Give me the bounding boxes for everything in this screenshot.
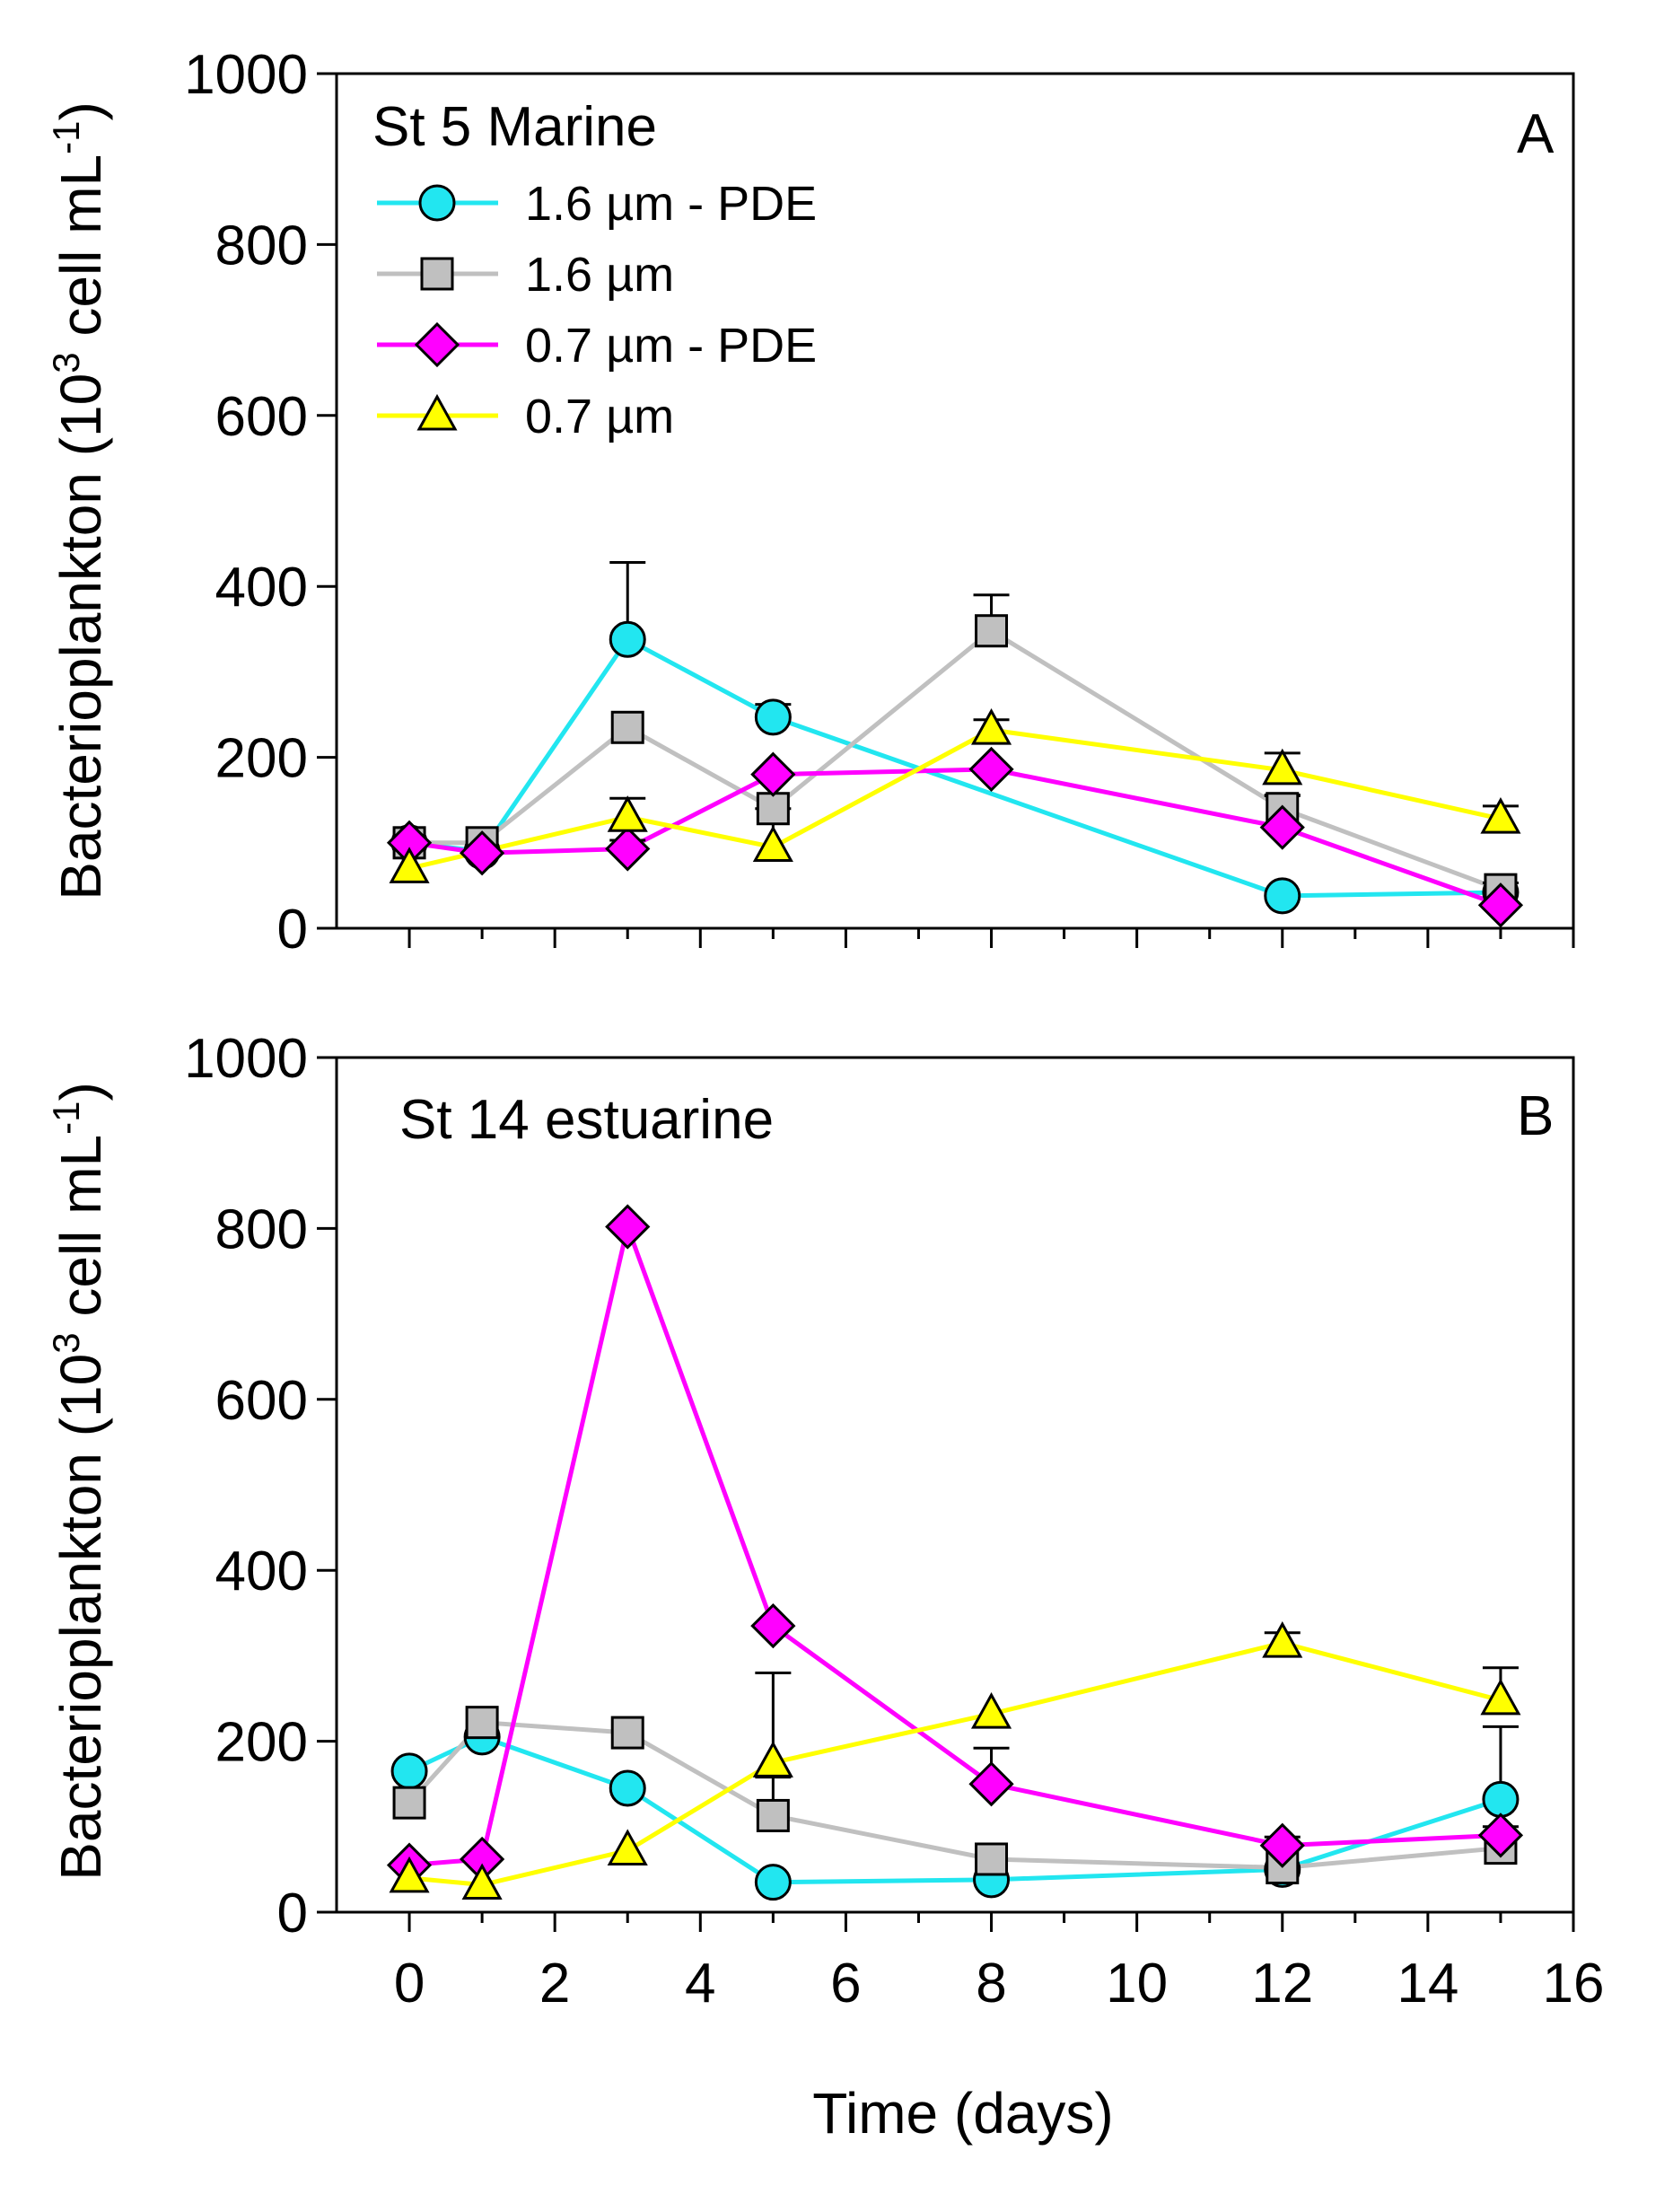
series-b-0-7-um-pde-point-5	[1259, 1822, 1305, 1868]
series-b-0-7-um-point-5	[1262, 1621, 1303, 1658]
x-ticks-b	[407, 1912, 1575, 1932]
y-tick-labels-b: 0 200 400 600 800 1000	[184, 1028, 308, 1944]
series-a-0-7-um-pde-point-2	[605, 826, 651, 872]
legend-marker-1-6-um-point-0	[420, 257, 454, 291]
x-tick-label-0: 0	[394, 1953, 425, 2014]
x-tick-label-8: 8	[976, 1953, 1006, 2014]
series-a-1-6-um-pde-point-2	[609, 620, 646, 658]
y-tick-label-a-1000: 1000	[184, 44, 308, 106]
x-tick-label-12: 12	[1251, 1953, 1313, 2014]
series-a-1-6-um-point-2	[610, 710, 644, 744]
series-a-1-6-um-pde-point-3	[754, 698, 792, 736]
x-ticks-a	[407, 928, 1575, 948]
series-b-0-7-um-pde-point-2	[605, 1204, 651, 1250]
x-axis-title: Time (days)	[812, 2081, 1113, 2146]
y-tick-label-b-600: 600	[215, 1370, 308, 1432]
series-a-0-7-um-pde-point-1	[459, 830, 505, 876]
x-tick-labels-b: 0 2 4 6 8 10 12 14 16	[394, 1953, 1605, 2014]
series-b-1-6-um-point-0	[392, 1786, 426, 1820]
series-b-0-7-um-point-3	[752, 1741, 793, 1778]
x-tick-label-10: 10	[1106, 1953, 1168, 2014]
legend-item-1-6-um-pde: 1.6 µm - PDE	[377, 177, 817, 231]
series-a-1-6-um-pde-line	[408, 636, 1501, 899]
series-b-0-7-um-point-0	[389, 1856, 430, 1893]
legend-marker-0-7-um-pde-point-0	[414, 321, 460, 368]
y-ticks-a	[317, 72, 337, 930]
legend: 1.6 µm - PDE 1.6 µm 0.7 µm - PDE 0.7 µm	[377, 177, 817, 443]
panel-letter-b: B	[1517, 1085, 1554, 1147]
x-tick-label-16: 16	[1543, 1953, 1605, 2014]
panel-a: 0 200 400 600 800 1000 St 5 Marine A 1.6 µm -…	[45, 44, 1575, 961]
legend-marker-0-7-um-point-0	[416, 393, 458, 431]
series-a-1-6-um-point-4	[975, 614, 1009, 648]
series-a-0-7-um-pde-point-3	[750, 751, 796, 797]
series-b-0-7-um-point-6	[1480, 1678, 1521, 1716]
y-tick-label-a-0: 0	[277, 899, 308, 961]
series-b-1-6-um-point-2	[610, 1716, 644, 1750]
series-b-1-6-um-pde-point-2	[609, 1769, 646, 1807]
legend-label-1-6-um: 1.6 µm	[525, 248, 674, 302]
y-tick-label-b-400: 400	[215, 1540, 308, 1602]
legend-marker-1-6-um-pde-point-0	[418, 184, 456, 222]
series-b-1-6-um-pde-point-3	[754, 1864, 792, 1901]
x-tick-label-2: 2	[539, 1953, 570, 2014]
y-tick-label-a-400: 400	[215, 557, 308, 619]
series-group-a	[386, 561, 1524, 928]
y-tick-label-a-800: 800	[215, 215, 308, 276]
x-tick-label-6: 6	[830, 1953, 861, 2014]
series-b-0-7-um-point-4	[970, 1692, 1012, 1729]
plot-frame-b	[335, 1056, 1575, 1914]
series-b-1-6-um-point-4	[975, 1842, 1009, 1876]
panel-title-b: St 14 estuarine	[399, 1089, 774, 1151]
series-a-1-6-um-point-3	[756, 792, 790, 826]
series-b-1-6-um-line	[407, 1720, 1502, 1870]
legend-item-1-6-um: 1.6 µm	[377, 248, 674, 302]
legend-label-1-6-um-pde: 1.6 µm - PDE	[525, 177, 817, 231]
y-ticks-b	[317, 1056, 337, 1914]
series-a-0-7-um-point-0	[389, 847, 430, 883]
series-b-1-6-um-pde-point-6	[1482, 1780, 1520, 1818]
x-tick-label-14: 14	[1397, 1953, 1458, 2014]
series-b-0-7-um-pde-point-6	[1477, 1813, 1524, 1858]
series-b-1-6-um-point-1	[465, 1706, 499, 1740]
legend-item-0-7-um-pde: 0.7 µm - PDE	[377, 319, 817, 373]
panel-title-a: St 5 Marine	[372, 96, 657, 158]
series-b-0-7-um-line	[408, 1640, 1502, 1888]
legend-item-0-7-um: 0.7 µm	[377, 390, 674, 443]
series-b-0-7-um-point-2	[607, 1829, 648, 1865]
legend-label-0-7-um-pde: 0.7 µm - PDE	[525, 319, 817, 373]
series-a-0-7-um-line	[408, 727, 1502, 871]
y-tick-labels-a: 0 200 400 600 800 1000	[184, 44, 308, 961]
series-a-0-7-um-pde-point-4	[968, 746, 1014, 793]
plot-frame-a	[335, 72, 1575, 930]
panel-b: 0 200 400 600 800 1000 0 2 4 6 8 10 12 14 16 St 14 es…	[45, 1028, 1604, 2146]
legend-label-0-7-um: 0.7 µm	[525, 390, 674, 443]
series-a-0-7-um-pde-point-6	[1477, 882, 1524, 928]
series-b-1-6-um-pde-point-0	[390, 1752, 428, 1790]
y-tick-label-b-0: 0	[277, 1883, 308, 1944]
series-b-1-6-um-point-3	[756, 1798, 790, 1832]
panel-letter-a: A	[1517, 103, 1555, 165]
series-a-0-7-um-pde-line	[408, 767, 1502, 908]
series-b-0-7-um-pde-point-3	[750, 1602, 796, 1649]
series-b-0-7-um-pde-point-4	[968, 1761, 1014, 1807]
series-a-0-7-um-point-1	[607, 795, 648, 832]
series-b-0-7-um-point-1	[461, 1863, 503, 1900]
y-tick-label-a-600: 600	[215, 386, 308, 448]
y-tick-label-a-200: 200	[215, 728, 308, 790]
series-group-b	[386, 1204, 1524, 1901]
y-tick-label-b-800: 800	[215, 1198, 308, 1260]
y-tick-label-b-1000: 1000	[184, 1028, 308, 1090]
series-a-0-7-um-point-3	[970, 708, 1012, 745]
series-a-0-7-um-point-4	[1262, 748, 1303, 786]
series-a-0-7-um-point-2	[752, 825, 793, 863]
y-tick-label-b-200: 200	[215, 1712, 308, 1774]
x-tick-label-4: 4	[685, 1953, 715, 2014]
series-a-0-7-um-point-5	[1480, 797, 1521, 834]
y-axis-title-b: Bacterioplankton (103 cell mL-1)	[45, 1082, 113, 1881]
series-a-0-7-um-pde-point-5	[1259, 804, 1305, 850]
series-a-1-6-um-pde-point-4	[1264, 877, 1301, 915]
y-axis-title-a: Bacterioplankton (103 cell mL-1)	[45, 101, 113, 900]
